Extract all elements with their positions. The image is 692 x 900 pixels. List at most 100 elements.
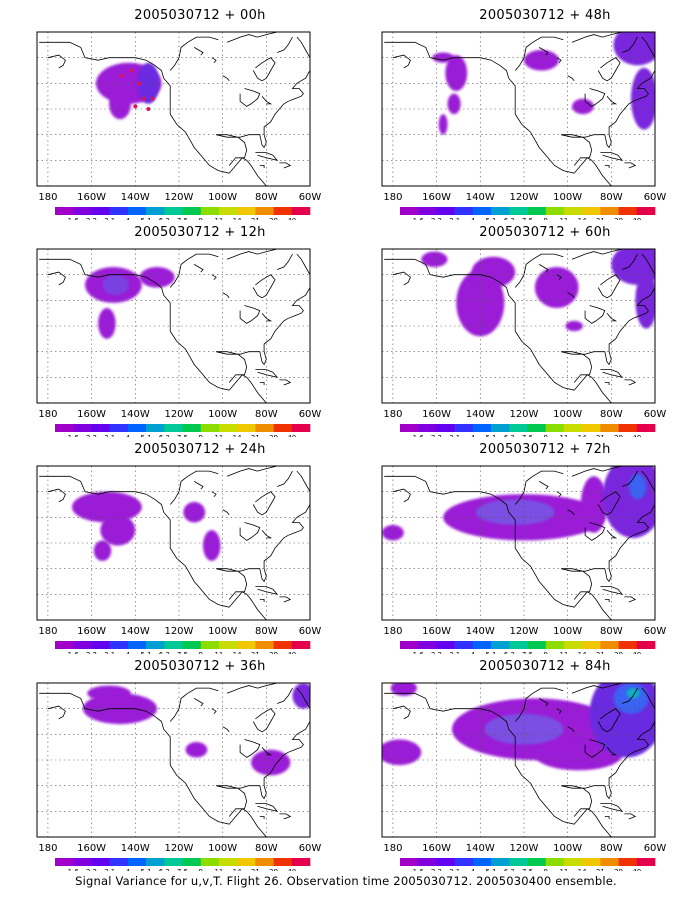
- variance-blob: [202, 530, 221, 561]
- lon-tick-label: 60W: [299, 626, 322, 637]
- colorbar-swatch: [182, 207, 202, 215]
- lon-tick-label: 160W: [422, 843, 451, 854]
- colorbar-label: 4: [126, 434, 131, 437]
- coastline: [392, 271, 411, 286]
- colorbar-swatch: [491, 641, 510, 649]
- colorbar-label: 7.5: [177, 434, 188, 437]
- colorbar-swatch: [127, 858, 147, 866]
- colorbar-label: 29: [614, 217, 623, 220]
- colorbar-swatch: [636, 424, 656, 432]
- map-frame: [381, 248, 656, 404]
- colorbar-label: 3.1: [104, 651, 115, 654]
- coastline: [277, 36, 293, 53]
- colorbar-swatch: [400, 641, 419, 649]
- colorbar-swatch: [618, 207, 638, 215]
- colorbar-swatch: [400, 424, 419, 432]
- coastline: [259, 165, 265, 168]
- map-panel: 2005030712 + 24h70N60N50N40N30N20N10N180…: [35, 438, 365, 654]
- colorbar-swatch: [73, 858, 92, 866]
- colorbar-swatch: [636, 641, 656, 649]
- map-plot: 70N60N50N40N30N20N10N180160W140W120W100W…: [381, 31, 666, 220]
- observation-dot: [128, 68, 133, 73]
- colorbar-swatch: [146, 207, 165, 215]
- colorbar-swatch: [200, 424, 220, 432]
- variance-blob: [421, 251, 448, 267]
- coastline: [279, 813, 292, 820]
- variance-blob: [613, 32, 655, 66]
- colorbar-label: 11: [559, 651, 568, 654]
- panel-title: 2005030712 + 36h: [134, 659, 266, 674]
- colorbar-swatch: [127, 207, 147, 215]
- lon-tick-label: 140W: [121, 626, 150, 637]
- lon-tick-label: 180: [38, 192, 57, 203]
- colorbar-swatch: [618, 424, 638, 432]
- colorbar-label: 11: [559, 434, 568, 437]
- map-frame: [36, 31, 311, 187]
- coastline: [600, 586, 624, 595]
- coastline: [222, 726, 230, 733]
- colorbar-label: 40: [632, 868, 641, 871]
- colorbar-swatch: [255, 424, 274, 432]
- lon-tick-label: 120W: [164, 192, 193, 203]
- colorbar-label: 1.6: [413, 868, 425, 871]
- colorbar-label: 4: [126, 868, 131, 871]
- panel-title: 2005030712 + 24h: [134, 442, 266, 457]
- coastline: [641, 36, 655, 58]
- colorbar-label: 14: [578, 434, 587, 437]
- coastline: [597, 491, 621, 516]
- coastline: [538, 47, 549, 56]
- colorbar-label: 29: [614, 651, 623, 654]
- variance-blob: [185, 742, 208, 758]
- colorbar-label: 40: [287, 434, 296, 437]
- coastline: [252, 57, 276, 82]
- lon-tick-label: 100W: [553, 192, 582, 203]
- colorbar-swatch: [436, 858, 455, 866]
- colorbar-label: 21: [596, 868, 605, 871]
- colorbar-swatch: [418, 424, 437, 432]
- coastline: [556, 57, 562, 64]
- coastline: [279, 379, 292, 386]
- coastline: [261, 529, 273, 539]
- coastline: [604, 382, 610, 385]
- colorbar-swatch: [509, 641, 528, 649]
- coastline: [624, 162, 637, 169]
- map-frame: [36, 465, 311, 621]
- lon-tick-label: 180: [383, 626, 402, 637]
- lon-tick-label: 60W: [299, 192, 322, 203]
- colorbar-swatch: [273, 641, 293, 649]
- colorbar-label: 29: [269, 651, 278, 654]
- coastline: [538, 481, 549, 490]
- lon-tick-label: 100W: [208, 409, 237, 420]
- colorbar-label: 1.6: [413, 651, 425, 654]
- colorbar-label: 6.3: [504, 434, 515, 437]
- colorbar-swatch: [73, 207, 92, 215]
- coastline: [277, 687, 293, 704]
- lon-tick-label: 80W: [255, 843, 278, 854]
- coastline: [47, 705, 66, 720]
- variance-blob: [432, 52, 455, 63]
- map-frame: [381, 31, 656, 187]
- colorbar-swatch: [237, 207, 256, 215]
- colorbar-swatch: [545, 424, 565, 432]
- coastline: [622, 253, 638, 270]
- colorbar-label: 3.1: [449, 217, 460, 220]
- lon-tick-label: 160W: [77, 192, 106, 203]
- lon-tick-label: 80W: [255, 626, 278, 637]
- coastline: [277, 470, 293, 487]
- coastline: [39, 692, 267, 837]
- colorbar-swatch: [600, 641, 619, 649]
- variance-blob: [139, 266, 175, 288]
- coastline: [556, 708, 562, 715]
- lon-tick-label: 60W: [644, 626, 667, 637]
- colorbar-label: 29: [269, 217, 278, 220]
- colorbar-swatch: [237, 641, 256, 649]
- variance-blob: [628, 473, 647, 500]
- lon-tick-label: 120W: [164, 843, 193, 854]
- colorbar-swatch: [509, 858, 528, 866]
- coastline: [514, 253, 564, 288]
- colorbar-swatch: [527, 424, 547, 432]
- colorbar-swatch: [563, 424, 583, 432]
- coastline: [571, 683, 623, 694]
- lon-tick-label: 140W: [121, 409, 150, 420]
- variance-blob: [382, 525, 404, 541]
